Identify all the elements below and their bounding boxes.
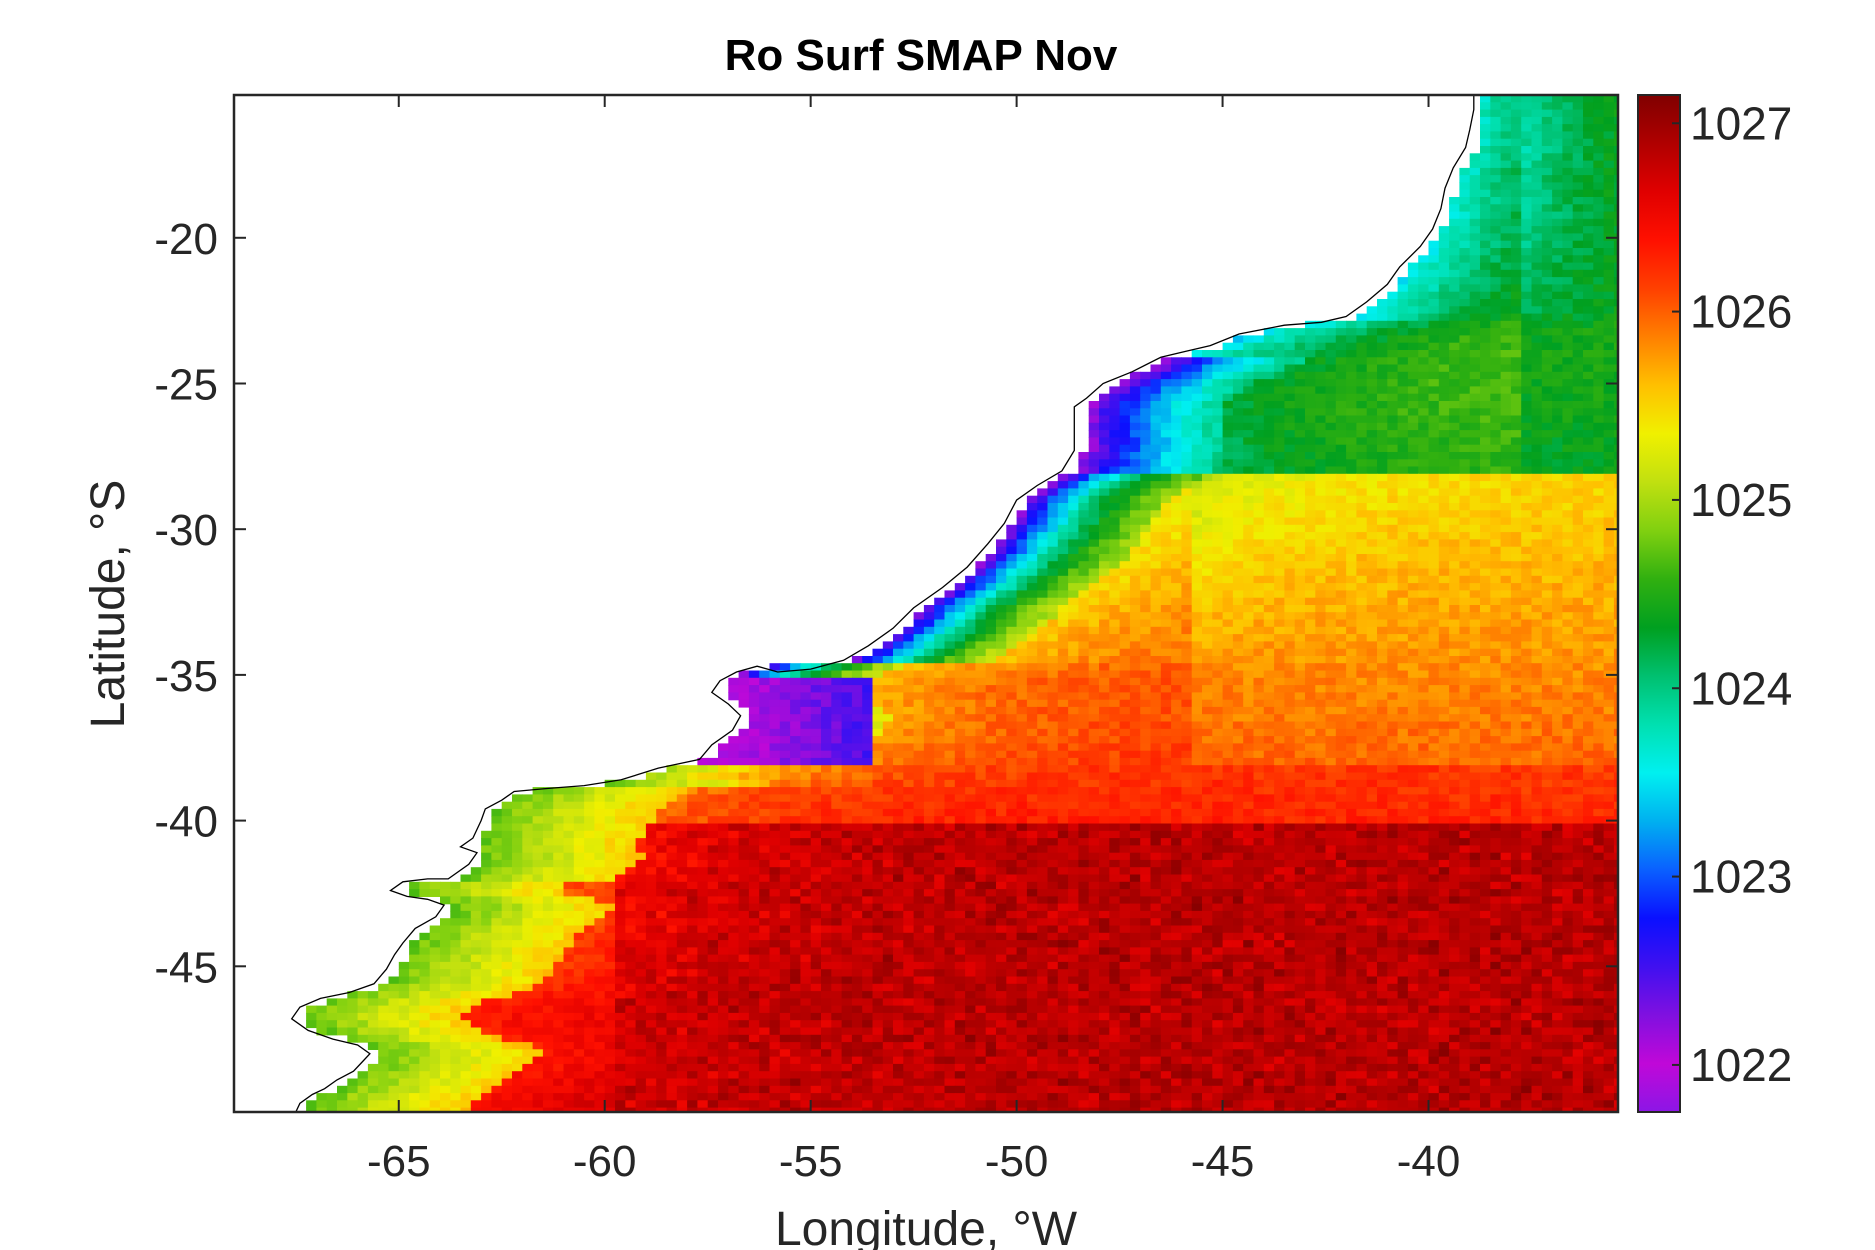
y-axis-ticks: -20 -25 -30 -35 -40 -45: [154, 215, 1618, 992]
colorbar-gradient: [1637, 94, 1681, 1113]
x-tick-label: -40: [1397, 1137, 1461, 1186]
y-tick-label: -40: [154, 798, 218, 847]
colorbar-tick-label: 1025: [1690, 474, 1792, 526]
x-tick-label: -55: [779, 1137, 843, 1186]
colorbar-ticks: 1022 1023 1024 1025 1026 1027: [1672, 97, 1792, 1091]
plot-frame: [232, 93, 1620, 1114]
x-tick-label: -65: [367, 1137, 431, 1186]
y-tick-label: -35: [154, 652, 218, 701]
colorbar-tick-label: 1023: [1690, 851, 1792, 903]
y-tick-label: -20: [154, 215, 218, 264]
y-tick-label: -30: [154, 506, 218, 555]
chart-title: Ro Surf SMAP Nov: [725, 31, 1118, 80]
colorbar-tick-label: 1022: [1690, 1039, 1792, 1091]
x-tick-label: -50: [985, 1137, 1049, 1186]
y-tick-label: -45: [154, 943, 218, 992]
plot-area: -65 -60 -55 -50 -45 -40 -20 -25 -30 -35 -40 -45: [154, 93, 1620, 1186]
coastline: [290, 95, 1475, 1112]
y-tick-label: -25: [154, 360, 218, 409]
x-tick-label: -60: [573, 1137, 637, 1186]
x-axis-label: Longitude, °W: [775, 1203, 1078, 1250]
colorbar-tick-label: 1027: [1690, 97, 1792, 149]
y-axis-label: Latitude, °S: [82, 480, 135, 729]
colorbar-tick-label: 1026: [1690, 286, 1792, 338]
density-field: [306, 95, 1618, 1112]
colorbar: 1022 1023 1024 1025 1026 1027: [1637, 94, 1792, 1113]
x-tick-label: -45: [1191, 1137, 1255, 1186]
x-axis-ticks: -65 -60 -55 -50 -45 -40: [367, 95, 1460, 1186]
colorbar-tick-label: 1024: [1690, 662, 1792, 714]
